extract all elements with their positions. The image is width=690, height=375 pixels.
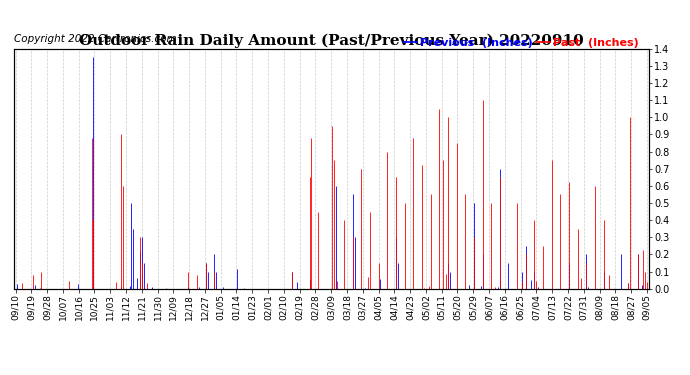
Legend: Previous  (Inches), Past  (Inches): Previous (Inches), Past (Inches)	[399, 34, 643, 53]
Title: Outdoor Rain Daily Amount (Past/Previous Year) 20220910: Outdoor Rain Daily Amount (Past/Previous…	[79, 33, 584, 48]
Text: Copyright 2022 Cartronics.com: Copyright 2022 Cartronics.com	[14, 34, 177, 44]
